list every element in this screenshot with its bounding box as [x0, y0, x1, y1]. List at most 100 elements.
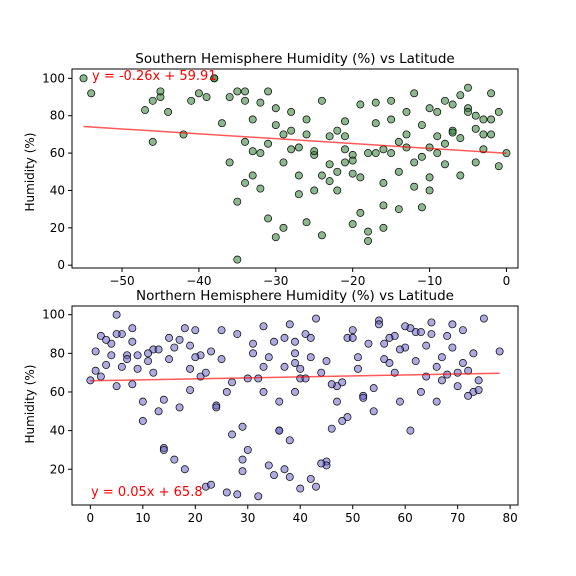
data-point	[387, 149, 396, 158]
data-point	[379, 179, 388, 187]
data-point	[233, 255, 242, 264]
data-point	[433, 132, 442, 141]
data-point	[271, 233, 280, 242]
data-point	[364, 339, 373, 348]
data-point	[275, 426, 284, 435]
data-point	[440, 160, 449, 169]
data-point	[327, 380, 336, 389]
data-point	[448, 343, 457, 352]
data-point	[102, 335, 111, 344]
data-point	[112, 382, 121, 391]
data-point	[233, 490, 242, 499]
data-point	[175, 335, 184, 344]
data-point	[440, 96, 449, 105]
data-point	[159, 395, 168, 404]
data-point	[406, 426, 415, 435]
data-point	[410, 182, 419, 191]
data-point	[228, 378, 236, 387]
data-point	[249, 339, 257, 348]
data-point	[107, 339, 116, 348]
data-point	[154, 407, 163, 416]
data-point	[333, 186, 342, 195]
data-point	[375, 320, 383, 329]
data-point	[317, 459, 326, 468]
y-tick-label: 60	[50, 146, 65, 160]
data-point	[306, 474, 315, 483]
data-point	[228, 430, 236, 439]
data-point	[285, 436, 294, 445]
data-point	[494, 108, 503, 116]
data-point	[210, 74, 219, 83]
data-point	[256, 184, 265, 193]
x-tick-label: 80	[502, 511, 517, 525]
data-point	[243, 445, 252, 454]
data-point	[128, 337, 137, 346]
data-point	[417, 121, 426, 130]
y-axis-label: Humidity (%)	[23, 365, 37, 444]
data-point	[271, 121, 280, 130]
data-point	[432, 362, 441, 371]
data-point	[406, 324, 415, 333]
data-point	[302, 218, 311, 227]
data-point	[291, 349, 299, 358]
data-point	[354, 364, 362, 373]
data-point	[348, 220, 357, 229]
data-point	[280, 333, 289, 342]
data-point	[138, 397, 147, 406]
data-point	[156, 87, 165, 96]
data-point	[138, 417, 147, 425]
y-tick-label: 80	[50, 346, 65, 360]
data-point	[175, 403, 184, 412]
data-point	[179, 130, 188, 139]
data-point	[294, 143, 303, 152]
data-point	[425, 186, 434, 195]
data-point	[256, 98, 265, 107]
data-point	[312, 482, 320, 491]
data-point	[433, 149, 442, 158]
data-point	[479, 115, 488, 124]
data-point	[287, 145, 296, 154]
data-point	[207, 347, 215, 356]
data-point	[425, 173, 434, 182]
data-point	[96, 372, 105, 381]
data-point	[291, 337, 299, 346]
data-point	[241, 96, 249, 105]
data-point	[186, 364, 195, 373]
data-point	[238, 467, 247, 476]
data-point	[241, 179, 249, 187]
x-tick-label: −50	[109, 274, 134, 288]
data-point	[448, 128, 457, 137]
data-point	[294, 171, 303, 180]
x-tick-label: −10	[417, 274, 442, 288]
data-point	[325, 177, 334, 186]
data-point	[144, 349, 153, 358]
data-point	[191, 326, 200, 335]
y-tick-label: 100	[42, 308, 65, 322]
data-point	[217, 326, 226, 335]
data-point	[159, 445, 168, 454]
data-point	[471, 111, 480, 120]
x-tick-label: 30	[240, 511, 255, 525]
chart-title: Northern Hemisphere Humidity (%) vs Lati…	[136, 288, 454, 304]
data-point	[387, 96, 396, 105]
data-point	[264, 461, 273, 470]
data-point	[464, 83, 472, 92]
data-point	[144, 357, 153, 366]
x-tick-label: −40	[186, 274, 211, 288]
data-point	[241, 87, 249, 96]
data-point	[464, 391, 473, 400]
data-point	[285, 320, 294, 329]
data-point	[306, 333, 315, 342]
data-point	[165, 333, 174, 342]
data-point	[443, 331, 452, 340]
data-point	[280, 362, 289, 371]
x-tick-label: 70	[450, 511, 465, 525]
data-point	[354, 353, 362, 362]
x-tick-label: 60	[398, 511, 413, 525]
data-point	[306, 353, 315, 362]
plot-area	[71, 305, 519, 506]
plot-area	[71, 68, 519, 269]
y-tick-label: 80	[50, 109, 65, 123]
data-point	[201, 368, 210, 377]
